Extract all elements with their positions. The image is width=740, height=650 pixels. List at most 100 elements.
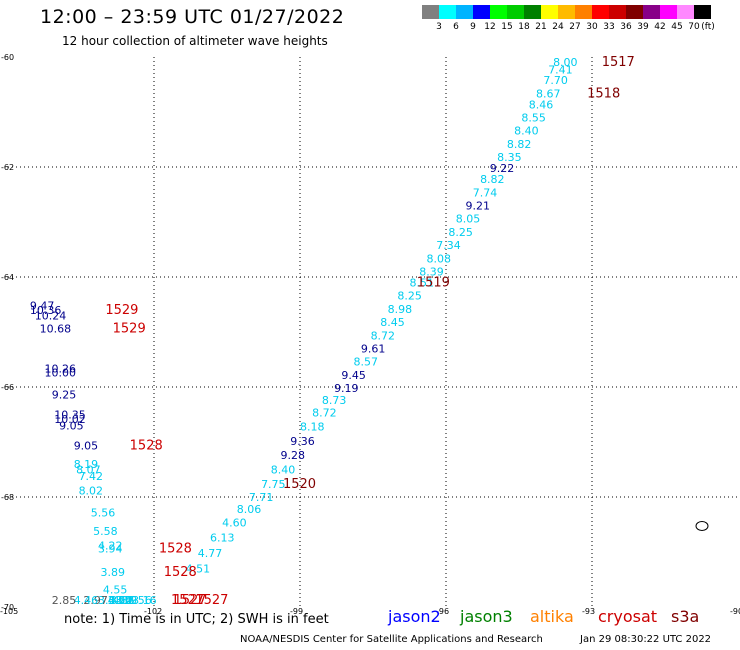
swh-value-label: 4.54 — [108, 594, 132, 607]
swh-value-label: 8.19 — [74, 458, 99, 471]
time-annotations: 1517 1518 1519 1520 1529 1529 1528 1528 1528 1527… — [105, 55, 634, 608]
colorbar-label: 21 — [535, 22, 547, 32]
pass-time-label: 1527 — [171, 593, 204, 608]
colorbar-swatch — [541, 5, 558, 19]
swh-value-label: 8.46 — [529, 98, 554, 111]
swh-value-label: 7.74 — [473, 186, 498, 199]
swh-value-label: 8.39 — [419, 266, 444, 279]
swh-value-label: 8.72 — [312, 406, 337, 419]
y-tick-label: -60 — [1, 53, 14, 62]
swh-value-label: 9.47 — [30, 300, 55, 313]
swh-value-label: 5.58 — [93, 525, 118, 538]
swh-value-label: 8.57 — [354, 356, 379, 369]
colorbar-swatch — [422, 5, 439, 19]
colorbar-label: 12 — [484, 22, 496, 32]
chart-subtitle: 12 hour collection of altimeter wave hei… — [62, 34, 328, 48]
credit-text: NOAA/NESDIS Center for Satellite Applica… — [240, 634, 543, 645]
swh-value-label: 8.73 — [322, 394, 347, 407]
satellite-s3a: s3a — [671, 607, 700, 626]
swh-value-label: 9.36 — [290, 435, 315, 448]
swh-value-label: 5.56 — [91, 506, 116, 519]
swh-value-label: 3.03 — [98, 594, 123, 607]
swh-value-label: 7.34 — [436, 239, 461, 252]
colorbar-swatch — [575, 5, 592, 19]
colorbar-label: 15 — [501, 22, 513, 32]
satellite-altika: altika — [530, 607, 574, 626]
swh-value-label: 8.67 — [536, 87, 561, 100]
swh-value-label: 2.85 — [52, 594, 77, 607]
generated-timestamp: Jan 29 08:30:22 UTC 2022 — [580, 634, 712, 645]
colorbar-label: 9 — [470, 22, 476, 32]
colorbar-label: 33 — [603, 22, 615, 32]
coastline — [695, 521, 709, 531]
footer-note: note: 1) Time is in UTC; 2) SWH is in fe… — [64, 612, 329, 627]
pass-time-label: 1527 — [195, 593, 228, 608]
swh-value-label: 7.41 — [548, 64, 573, 77]
colorbar-swatch — [473, 5, 490, 19]
colorbar-swatch — [626, 5, 643, 19]
pass-time-label: 1519 — [417, 276, 450, 291]
swh-value-label: 3.56 — [127, 594, 152, 607]
swh-value-label: 4.19 — [113, 594, 138, 607]
x-tick-label: -105 — [0, 607, 18, 616]
swh-value-label: 9.21 — [465, 200, 490, 213]
swh-value-label: 9.45 — [341, 369, 366, 382]
swh-value-label: 4.60 — [222, 516, 247, 529]
colorbar-label: 6 — [453, 22, 459, 32]
swh-value-label: 3.89 — [100, 566, 125, 579]
pass-time-label: 1528 — [164, 565, 197, 580]
colorbar-label: 30 — [586, 22, 598, 32]
colorbar-label: 3 — [436, 22, 442, 32]
colorbar-label: 36 — [620, 22, 632, 32]
swh-value-label: 3.94 — [98, 543, 123, 556]
swh-value-label: 8.35 — [497, 151, 521, 164]
pass-time-label: 1528 — [130, 438, 163, 453]
y-tick-label: -70 — [1, 603, 14, 612]
swh-value-label: 9.19 — [334, 382, 359, 395]
swh-value-label: 4.22 — [98, 539, 123, 552]
pass-time-label: 1528 — [159, 542, 192, 557]
swh-value-label: 10.36 — [30, 304, 62, 317]
colorbar-swatch — [507, 5, 524, 19]
swh-value-label: 10.02 — [54, 413, 86, 426]
swh-value-label: 7.70 — [543, 74, 568, 87]
swh-value-label: 6.13 — [210, 532, 235, 545]
pass-time-label: 1529 — [105, 303, 138, 318]
x-tick-label: -102 — [144, 607, 162, 616]
x-tick-label: -90 — [730, 607, 740, 616]
swh-value-label: 8.08 — [427, 252, 452, 265]
pass-time-label: 1520 — [283, 477, 316, 492]
pass-time-label: 1529 — [113, 322, 146, 337]
pass-time-label: 1517 — [602, 55, 635, 70]
swh-value-label: 4.51 — [186, 563, 211, 576]
pass-time-label: 1518 — [587, 86, 620, 101]
swh-value-label: 3.62 — [108, 594, 132, 607]
y-tick-label: -66 — [1, 383, 14, 392]
swh-value-label: 3.86 — [110, 594, 135, 607]
colorbar-swatch — [524, 5, 541, 19]
colorbar-label: 18 — [518, 22, 530, 32]
colorbar-swatch — [694, 5, 711, 19]
x-tick-label: -96 — [436, 607, 449, 616]
swh-value-label: 8.82 — [507, 138, 532, 151]
swh-value-label: 10.68 — [40, 323, 71, 336]
chart-title: 12:00 – 23:59 UTC 01/27/2022 — [40, 6, 345, 28]
swh-value-label: 9.05 — [59, 420, 84, 433]
colorbar-swatch — [677, 5, 694, 19]
colorbar-swatch — [439, 5, 456, 19]
swh-value-label: 10.26 — [45, 362, 77, 375]
swh-value-label: 9.05 — [74, 439, 99, 452]
swh-value-label: 8.51 — [410, 277, 435, 290]
x-tick-label: -93 — [582, 607, 595, 616]
swh-value-label: 8.72 — [371, 329, 396, 342]
swh-value-label: 9.61 — [361, 343, 386, 356]
colorbar-swatch — [490, 5, 507, 19]
swh-value-label: 9.25 — [52, 389, 77, 402]
swh-value-label: 7.71 — [249, 491, 274, 504]
swh-value-label: 8.02 — [79, 484, 104, 497]
swh-value-label: 8.07 — [76, 464, 101, 477]
y-tick-label: -64 — [1, 273, 14, 282]
swh-value-label: 8.18 — [300, 421, 325, 434]
swh-value-label: 4.55 — [103, 583, 128, 596]
